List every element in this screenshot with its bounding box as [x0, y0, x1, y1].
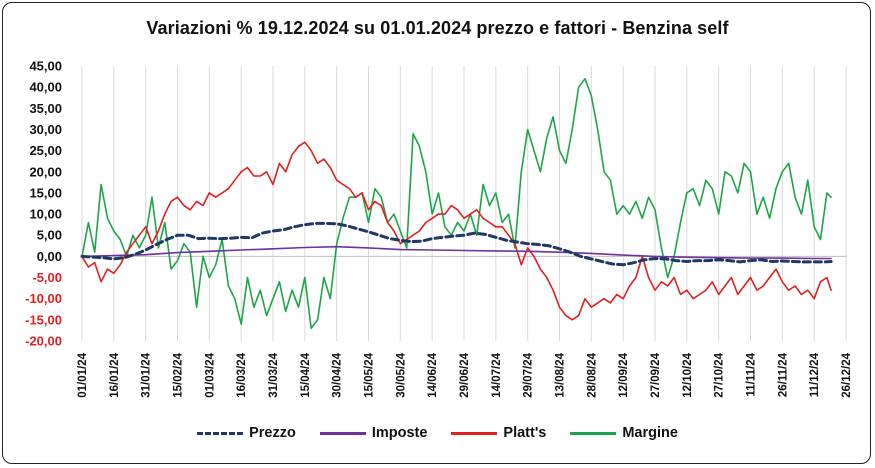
legend-swatch-platts [451, 431, 498, 435]
y-tick-label: 15,00 [29, 185, 62, 200]
y-tick-label: 20,00 [29, 164, 62, 179]
x-tick-label: 27/10/24 [714, 352, 726, 397]
series-line-prezzo [80, 221, 833, 267]
series-line-margine [81, 77, 832, 330]
x-tick-label: 01/03/24 [204, 352, 216, 397]
legend-swatch-margine [570, 431, 617, 435]
legend-label-prezzo: Prezzo [249, 425, 296, 441]
grid-lines [81, 66, 847, 341]
x-tick-label: 16/01/24 [109, 352, 121, 397]
legend-swatch-imposte [319, 431, 366, 435]
y-tick-label: 30,00 [29, 122, 62, 137]
x-tick-label: 12/10/24 [682, 352, 694, 397]
legend-item-margine: Margine [570, 425, 678, 441]
legend-swatch-prezzo [197, 431, 244, 435]
x-tick-label: 27/09/24 [650, 352, 662, 397]
y-tick-label: 35,00 [29, 101, 62, 116]
legend-label-imposte: Imposte [371, 425, 428, 441]
y-tick-label: -20,00 [25, 334, 62, 349]
y-tick-label: 40,00 [29, 80, 62, 95]
series-line-platts [81, 141, 832, 321]
x-tick-label: 15/05/24 [364, 352, 376, 397]
x-tick-label: 31/03/24 [268, 352, 280, 397]
y-tick-label: -15,00 [25, 312, 62, 327]
x-tick-label: 29/07/24 [523, 352, 535, 397]
x-tick-label: 28/08/24 [586, 352, 598, 397]
legend-item-prezzo: Prezzo [197, 425, 296, 441]
x-tick-label: 31/01/24 [141, 352, 153, 397]
legend-label-margine: Margine [622, 425, 678, 441]
x-tick-label: 11/12/24 [809, 352, 821, 397]
series-lines [80, 77, 833, 330]
legend-item-platts: Platt's [451, 425, 546, 441]
x-tick-label: 26/12/24 [841, 352, 853, 397]
x-tick-label: 14/07/24 [491, 352, 503, 397]
y-tick-label: -5,00 [32, 270, 62, 285]
x-tick-label: 30/05/24 [395, 352, 407, 397]
x-tick-label: 11/11/24 [746, 352, 758, 396]
y-tick-label: 10,00 [29, 207, 62, 222]
y-tick-label: -10,00 [25, 291, 62, 306]
chart-legend: Prezzo Imposte Platt's Margine [0, 425, 875, 441]
legend-label-platts: Platt's [503, 425, 547, 441]
x-tick-label: 15/02/24 [173, 352, 185, 397]
y-tick-label: 45,00 [29, 59, 62, 74]
y-axis-ticks: 45,00 40,00 35,00 30,00 25,00 20,00 15,00 10,00… [25, 59, 62, 349]
x-tick-label: 26/11/24 [777, 352, 789, 397]
x-tick-label: 15/04/24 [300, 352, 312, 397]
x-tick-label: 30/04/24 [332, 352, 344, 397]
x-tick-label: 01/01/24 [77, 352, 89, 397]
y-tick-label: 0,00 [37, 249, 62, 264]
x-tick-label: 12/09/24 [618, 352, 630, 397]
y-tick-label: 5,00 [37, 228, 62, 243]
x-tick-label: 29/06/24 [459, 352, 471, 397]
x-axis-ticks: 01/01/24 16/01/24 31/01/24 15/02/24 01/03/24… [77, 352, 853, 397]
y-tick-label: 25,00 [29, 143, 62, 158]
chart-title: Variazioni % 19.12.2024 su 01.01.2024 pr… [146, 18, 729, 38]
series-line-imposte [81, 245, 832, 260]
legend-item-imposte: Imposte [319, 425, 428, 441]
x-tick-label: 14/06/24 [427, 352, 439, 397]
x-tick-label: 16/03/24 [236, 352, 248, 397]
x-tick-label: 13/08/24 [555, 352, 567, 397]
